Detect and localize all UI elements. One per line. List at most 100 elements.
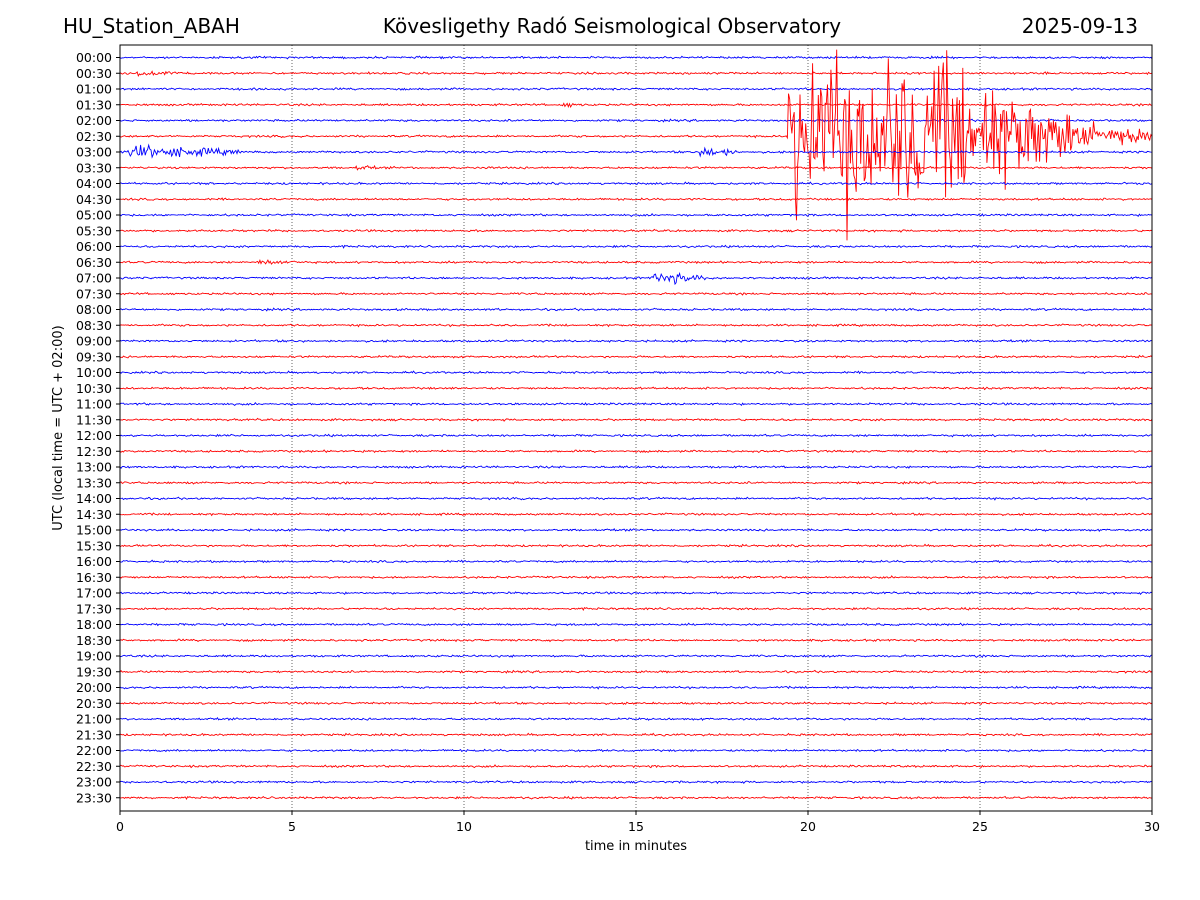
y-tick-label: 23:30	[76, 790, 112, 805]
y-tick-label: 06:30	[76, 255, 112, 270]
trace-1800	[120, 622, 1152, 627]
y-tick-label: 18:00	[76, 617, 112, 632]
y-tick-label: 10:30	[76, 381, 112, 396]
y-tick-label: 10:00	[76, 365, 112, 380]
x-tick-label: 15	[628, 819, 644, 834]
trace-1000	[120, 370, 1152, 375]
trace-1130	[120, 417, 1152, 422]
y-tick-label: 12:30	[76, 444, 112, 459]
trace-0600	[120, 244, 1152, 249]
y-tick-label: 17:30	[76, 601, 112, 616]
trace-2130	[120, 732, 1152, 737]
trace-0100	[120, 87, 1152, 91]
trace-0700	[120, 271, 1152, 286]
y-tick-label: 12:00	[76, 428, 112, 443]
y-tick-label: 05:30	[76, 223, 112, 238]
y-tick-label: 02:00	[76, 113, 112, 128]
trace-0300	[120, 143, 1152, 159]
trace-1900	[120, 654, 1152, 659]
trace-0830	[120, 323, 1152, 328]
trace-0230	[120, 49, 1152, 241]
trace-1430	[120, 512, 1152, 517]
trace-1330	[120, 480, 1152, 485]
trace-1500	[120, 528, 1152, 532]
y-tick-label: 04:00	[76, 176, 112, 191]
trace-0930	[120, 354, 1152, 359]
trace-0130	[120, 102, 1152, 109]
trace-1930	[120, 669, 1152, 674]
x-axis-label: time in minutes	[585, 839, 687, 854]
observatory-title: Kövesligethy Radó Seismological Observat…	[382, 14, 842, 38]
y-tick-label: 04:30	[76, 192, 112, 207]
x-tick-label: 30	[1144, 819, 1160, 834]
y-tick-label: 22:00	[76, 743, 112, 758]
y-tick-label: 18:30	[76, 633, 112, 648]
y-tick-label: 19:30	[76, 664, 112, 679]
trace-2230	[120, 764, 1152, 769]
x-tick-label: 0	[116, 819, 124, 834]
trace-1400	[120, 496, 1152, 501]
trace-1630	[120, 575, 1152, 580]
trace-1030	[120, 386, 1152, 391]
trace-0400	[120, 181, 1152, 186]
trace-0630	[120, 259, 1152, 265]
trace-1100	[120, 401, 1152, 406]
trace-1600	[120, 559, 1152, 564]
y-tick-label: 16:30	[76, 570, 112, 585]
y-tick-label: 16:00	[76, 554, 112, 569]
trace-2200	[120, 748, 1152, 753]
y-tick-label: 09:00	[76, 334, 112, 349]
trace-1200	[120, 433, 1152, 438]
trace-0730	[120, 291, 1152, 296]
y-tick-label: 03:00	[76, 145, 112, 160]
trace-0000	[120, 55, 1152, 60]
y-tick-label: 14:30	[76, 507, 112, 522]
y-tick-label: 17:00	[76, 586, 112, 601]
y-tick-label: 00:00	[76, 50, 112, 65]
plot-date: 2025-09-13	[1021, 14, 1138, 38]
y-tick-label: 14:00	[76, 491, 112, 506]
y-tick-label: 06:00	[76, 239, 112, 254]
y-tick-label: 09:30	[76, 349, 112, 364]
y-tick-label: 00:30	[76, 66, 112, 81]
trace-0500	[120, 212, 1152, 218]
y-tick-label: 19:00	[76, 649, 112, 664]
trace-2030	[120, 701, 1152, 706]
y-tick-label: 03:30	[76, 160, 112, 175]
trace-0330	[120, 164, 1152, 171]
y-tick-label: 01:30	[76, 97, 112, 112]
y-tick-label: 07:00	[76, 271, 112, 286]
x-tick-label: 20	[800, 819, 816, 834]
y-tick-label: 23:00	[76, 775, 112, 790]
y-tick-label: 13:30	[76, 475, 112, 490]
y-tick-label: 08:30	[76, 318, 112, 333]
trace-1530	[120, 543, 1152, 548]
trace-1230	[120, 449, 1152, 454]
trace-0430	[120, 197, 1152, 202]
trace-0530	[120, 228, 1152, 233]
x-tick-label: 5	[288, 819, 296, 834]
y-tick-label: 15:00	[76, 523, 112, 538]
y-tick-label: 01:00	[76, 82, 112, 97]
y-tick-label: 13:00	[76, 460, 112, 475]
trace-0800	[120, 307, 1152, 312]
y-tick-label: 08:00	[76, 302, 112, 317]
y-tick-label: 02:30	[76, 129, 112, 144]
trace-1700	[120, 591, 1152, 596]
y-tick-label: 11:30	[76, 412, 112, 427]
trace-2300	[120, 780, 1152, 785]
trace-0200	[120, 118, 1152, 123]
trace-2100	[120, 717, 1152, 721]
trace-1830	[120, 638, 1152, 643]
y-tick-label: 07:30	[76, 286, 112, 301]
trace-2330	[120, 795, 1152, 800]
traces-group	[120, 49, 1152, 800]
station-name: HU_Station_ABAH	[63, 14, 240, 38]
trace-1300	[120, 465, 1152, 469]
y-tick-label: 21:00	[76, 712, 112, 727]
x-tick-label: 10	[456, 819, 472, 834]
x-tick-label: 25	[972, 819, 988, 834]
y-tick-label: 22:30	[76, 759, 112, 774]
trace-2000	[120, 685, 1152, 690]
